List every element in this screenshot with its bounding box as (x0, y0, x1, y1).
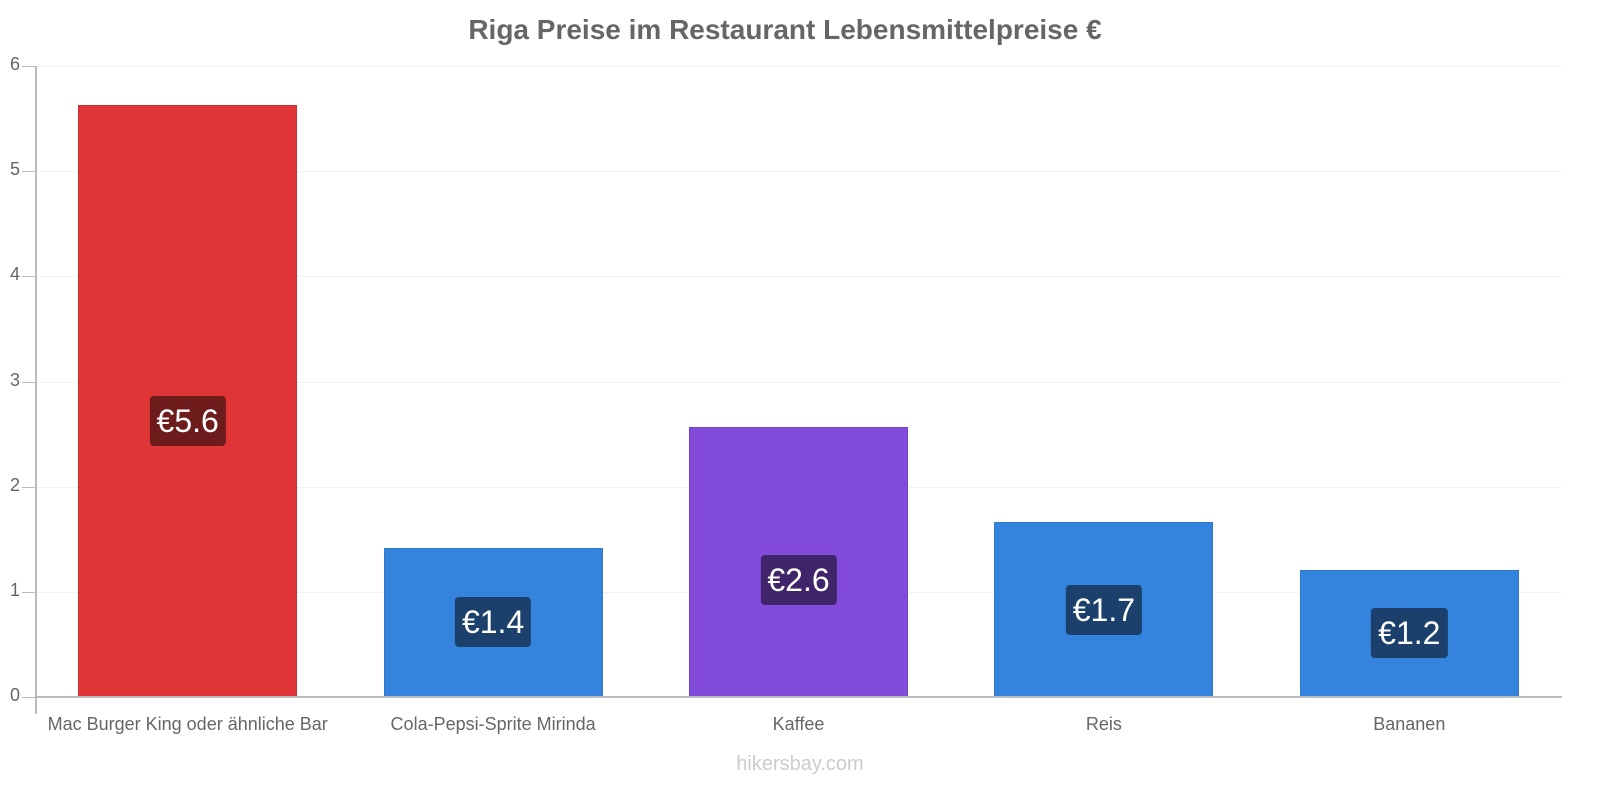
y-tick-mark (22, 381, 35, 383)
y-tick-mark (22, 486, 35, 488)
y-tick-label: 0 (9, 685, 20, 705)
y-axis-line (35, 66, 37, 714)
y-tick-mark (22, 66, 35, 67)
bar-value-label: €1.2 (1371, 608, 1448, 659)
y-tick-label: 3 (9, 369, 20, 390)
bar-value-label: €2.6 (760, 554, 837, 605)
plot-area: €5.6 €1.4 €2.6 €1.7 €1.2 (35, 66, 1562, 697)
bar-value-label: €5.6 (149, 395, 226, 446)
x-tick-label: Cola-Pepsi-Sprite Mirinda (390, 714, 596, 734)
y-tick-label: 4 (9, 264, 20, 285)
y-tick-mark (22, 276, 35, 278)
x-axis-line (35, 696, 1562, 698)
y-tick-mark (22, 697, 35, 698)
gridline (35, 66, 1562, 67)
y-tick-mark (22, 591, 35, 593)
y-tick-label: 5 (9, 159, 20, 180)
x-tick-label: Reis (1085, 714, 1122, 734)
watermark: hikersbay.com (736, 753, 864, 775)
bar-value-label: €1.4 (454, 597, 532, 648)
chart-title: Riga Preise im Restaurant Lebensmittelpr… (468, 14, 1102, 45)
x-tick-label: Bananen (1373, 714, 1446, 734)
x-tick-label: Mac Burger King oder ähnliche Bar (47, 714, 328, 734)
gridline (35, 276, 1562, 278)
x-tick-label: Kaffee (772, 714, 825, 734)
gridline (35, 381, 1562, 383)
bar-value-label: €1.7 (1065, 584, 1143, 635)
y-tick-label: 6 (9, 54, 20, 74)
y-tick-label: 1 (9, 579, 20, 600)
y-tick-label: 2 (9, 474, 20, 495)
gridline (35, 171, 1562, 173)
y-tick-mark (22, 171, 35, 173)
